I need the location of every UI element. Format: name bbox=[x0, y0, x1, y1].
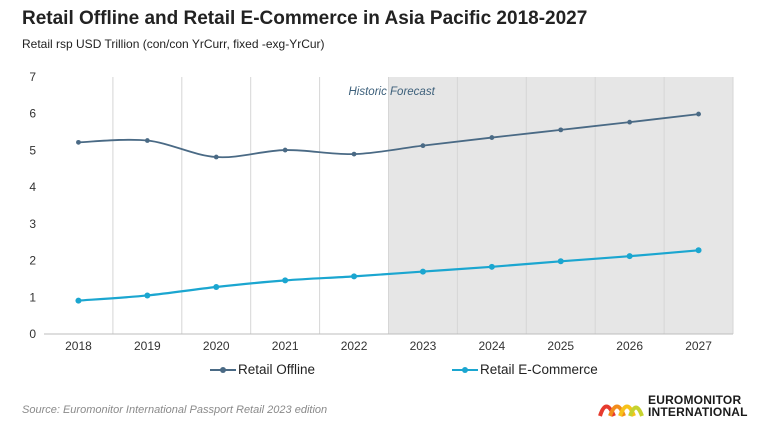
y-tick-label: 5 bbox=[29, 143, 36, 157]
data-point-ecommerce bbox=[282, 277, 289, 284]
y-tick-label: 3 bbox=[29, 217, 36, 231]
legend-item-offline: Retail Offline bbox=[210, 362, 315, 377]
data-point-offline bbox=[420, 143, 426, 149]
data-point-offline bbox=[489, 135, 495, 140]
chart-subtitle: Retail rsp USD Trillion (con/con YrCurr,… bbox=[22, 37, 325, 51]
y-tick-label: 1 bbox=[29, 290, 36, 304]
legend-offline-swatch bbox=[210, 365, 236, 375]
y-tick-label: 2 bbox=[29, 254, 36, 268]
legend-offline-label: Retail Offline bbox=[238, 362, 316, 377]
data-point-offline bbox=[144, 138, 150, 143]
series-line-offline bbox=[78, 113, 699, 159]
source-note: Source: Euromonitor International Passpo… bbox=[22, 404, 328, 416]
x-axis-ticks: 2018 2019 2020 2021 2022 2023 2024 2025 2026 2027 bbox=[65, 339, 712, 353]
forecast-shade bbox=[388, 77, 733, 334]
data-point-ecommerce bbox=[419, 268, 426, 275]
data-point-ecommerce bbox=[351, 273, 358, 280]
data-point-offline bbox=[351, 151, 357, 157]
legend-item-ecommerce: Retail E-Commerce bbox=[452, 362, 598, 377]
data-point-offline bbox=[627, 119, 633, 125]
x-tick-label: 2027 bbox=[685, 339, 712, 353]
data-point-ecommerce bbox=[626, 253, 633, 260]
data-point-ecommerce bbox=[144, 292, 151, 299]
y-tick-label: 7 bbox=[29, 70, 36, 84]
logo-text-line2: INTERNATIONAL bbox=[648, 405, 748, 419]
historic-forecast-label: Historic Forecast bbox=[349, 86, 436, 98]
data-point-offline bbox=[696, 111, 701, 117]
data-point-offline bbox=[282, 147, 288, 153]
legend-ecommerce-label: Retail E-Commerce bbox=[480, 362, 598, 377]
grid-lines bbox=[112, 77, 734, 334]
data-point-ecommerce bbox=[213, 284, 220, 291]
x-tick-label: 2021 bbox=[272, 339, 299, 353]
x-tick-label: 2018 bbox=[65, 339, 92, 353]
data-point-ecommerce bbox=[557, 258, 564, 265]
logo-text-line1: EUROMONITOR bbox=[648, 393, 742, 407]
y-tick-label: 0 bbox=[29, 327, 36, 341]
data-point-offline bbox=[76, 139, 81, 145]
legend-ecommerce-swatch bbox=[452, 365, 478, 375]
y-axis-ticks: 0 1 2 3 4 5 6 7 bbox=[29, 70, 36, 341]
x-tick-label: 2023 bbox=[410, 339, 437, 353]
logo-icon bbox=[598, 404, 644, 417]
data-point-offline bbox=[558, 127, 564, 133]
x-tick-label: 2026 bbox=[616, 339, 643, 353]
y-tick-label: 6 bbox=[29, 107, 36, 121]
y-tick-label: 4 bbox=[29, 180, 36, 194]
line-chart: 0 1 2 3 4 5 6 7 2018 2019 2020 2021 2022 2023 2024 202… bbox=[29, 70, 734, 353]
series-line-ecommerce bbox=[78, 249, 699, 302]
x-tick-label: 2020 bbox=[203, 339, 230, 353]
data-point-offline bbox=[213, 154, 219, 160]
x-tick-label: 2022 bbox=[341, 339, 368, 353]
data-point-ecommerce bbox=[75, 297, 82, 304]
euromonitor-logo: EUROMONITOR INTERNATIONAL bbox=[598, 394, 748, 418]
data-point-ecommerce bbox=[695, 247, 702, 254]
x-tick-label: 2019 bbox=[134, 339, 161, 353]
data-point-ecommerce bbox=[488, 263, 495, 270]
x-tick-label: 2024 bbox=[478, 339, 505, 353]
x-tick-label: 2025 bbox=[547, 339, 574, 353]
chart-title: Retail Offline and Retail E-Commerce in … bbox=[22, 8, 588, 29]
series-group bbox=[75, 111, 702, 304]
